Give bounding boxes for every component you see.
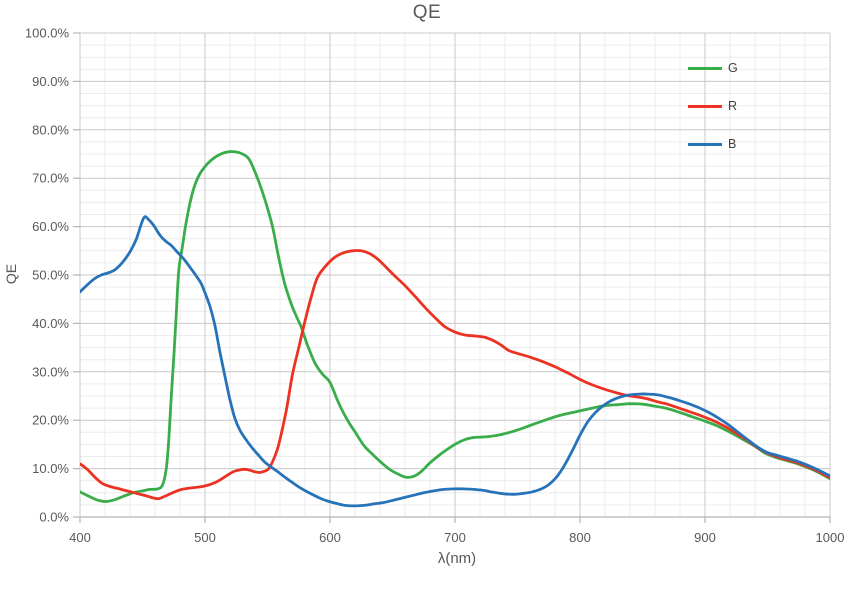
x-tick-label: 600 — [319, 530, 341, 545]
y-tick-label: 40.0% — [32, 316, 69, 331]
chart-title: QE — [412, 2, 442, 23]
y-tick-label: 20.0% — [32, 413, 69, 428]
legend-item-b: B — [688, 137, 736, 151]
legend-line-swatch-g — [688, 66, 722, 70]
x-tick-label: 1000 — [816, 530, 845, 545]
y-tick-label: 30.0% — [32, 364, 69, 379]
series-line-g — [80, 150, 830, 503]
y-tick-label: 0.0% — [39, 510, 69, 525]
y-tick-label: 10.0% — [32, 461, 69, 476]
series-lines — [80, 150, 830, 508]
y-tick-label: 70.0% — [32, 171, 69, 186]
y-tick-label: 50.0% — [32, 268, 69, 283]
axis-lines — [73, 32, 831, 523]
y-axis-title: QE — [3, 263, 19, 285]
series-line-r — [80, 249, 830, 501]
x-tick-label: 900 — [694, 530, 716, 545]
legend-label-r: R — [728, 99, 738, 113]
tick-labels: 0.0% 10.0% 20.0% 30.0% 40.0% 50.0% 60.0% 70.0% 8… — [25, 26, 845, 546]
legend-label-b: B — [728, 137, 737, 151]
legend-label-g: G — [728, 61, 738, 75]
legend-line-swatch-b — [688, 142, 722, 146]
y-tick-label: 90.0% — [32, 74, 69, 89]
x-tick-label: 500 — [194, 530, 216, 545]
legend-item-r: R — [688, 99, 737, 113]
x-tick-label: 400 — [69, 530, 91, 545]
legend-item-g: G — [688, 61, 738, 75]
series-line-b — [80, 215, 830, 508]
y-tick-label: 80.0% — [32, 122, 69, 137]
x-axis-title: λ(nm) — [437, 550, 477, 567]
gridlines-major — [79, 32, 831, 517]
x-tick-label: 700 — [444, 530, 466, 545]
y-tick-label: 100.0% — [25, 26, 70, 41]
x-tick-label: 800 — [569, 530, 591, 545]
y-tick-label: 60.0% — [32, 219, 69, 234]
legend-line-swatch-r — [688, 104, 722, 108]
